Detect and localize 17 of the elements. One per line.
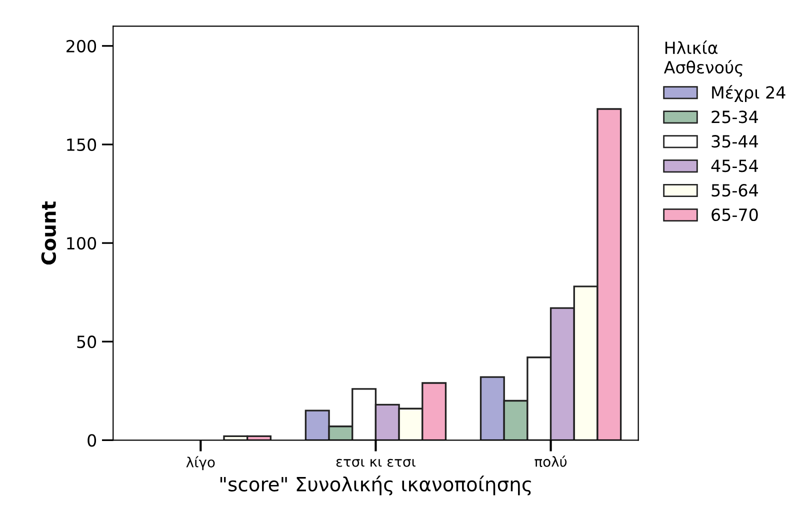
legend-title: Ηλικία Ασθενούς	[664, 40, 742, 77]
legend-label: 35-44	[712, 135, 758, 148]
legend-label: 65-70	[712, 208, 758, 222]
y-tick-label: 50	[77, 336, 96, 348]
y-tick-label: 100	[67, 237, 96, 250]
x-tick-label: λίγο	[186, 456, 215, 470]
y-axis-title: Count	[41, 201, 56, 265]
x-tick-label: πολύ	[534, 456, 567, 467]
y-tick-label: 150	[67, 138, 96, 152]
legend-label: 55-64	[712, 184, 758, 197]
y-tick-label: 200	[66, 40, 96, 52]
legend-label: 25-34	[712, 110, 758, 124]
y-tick-label: 0	[88, 434, 96, 447]
legend-label: Μέχρι 24	[712, 85, 786, 102]
x-axis-title: "score" Συνολικής ικανοποίησης	[220, 476, 531, 496]
legend-label: 45-54	[711, 160, 758, 172]
x-tick-label: ετσι κι ετσι	[336, 458, 416, 467]
